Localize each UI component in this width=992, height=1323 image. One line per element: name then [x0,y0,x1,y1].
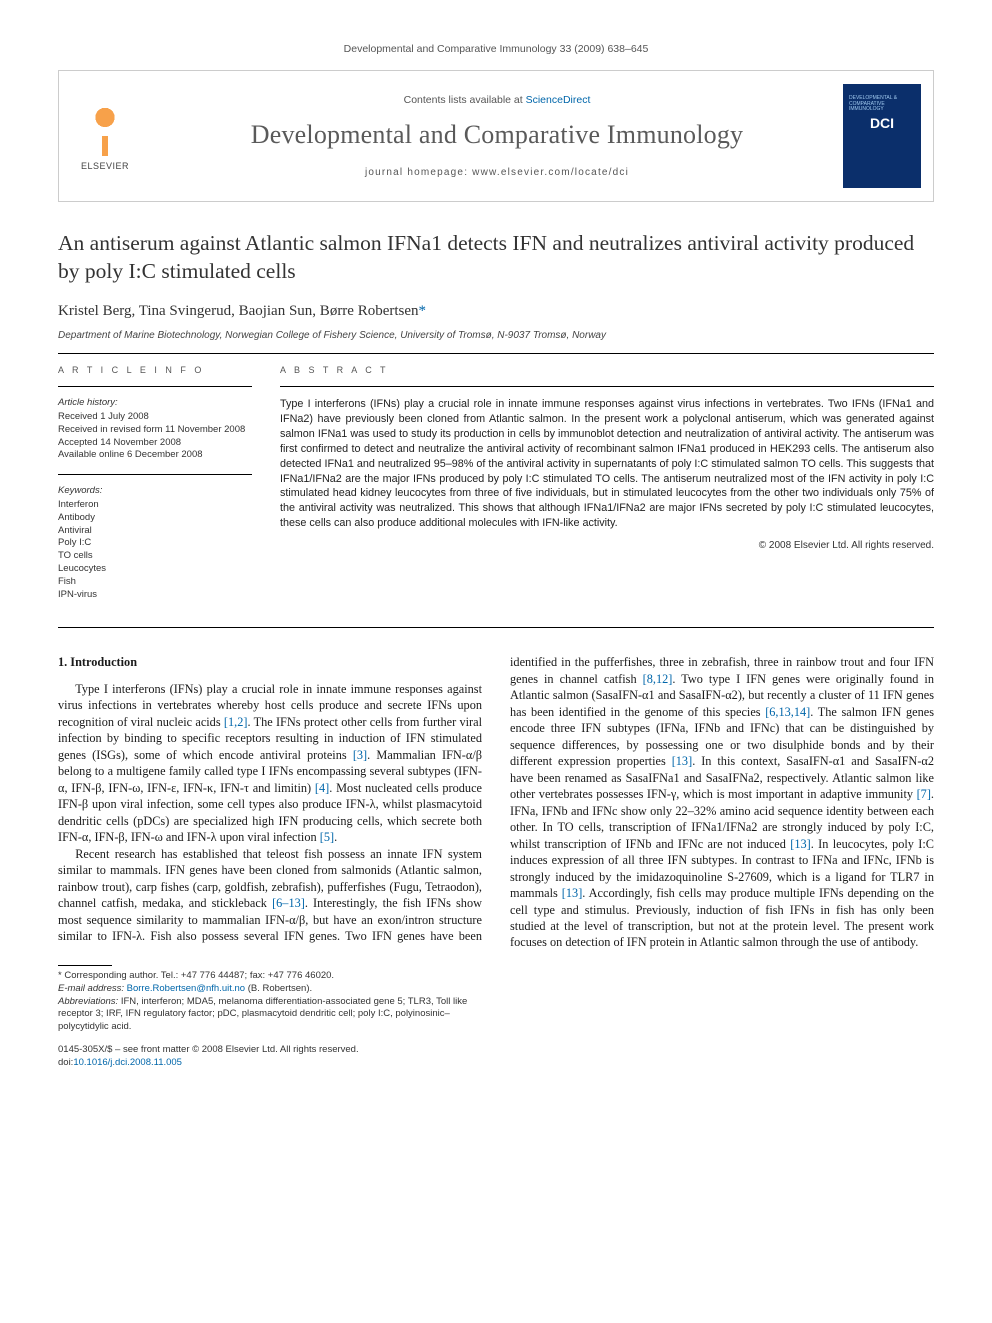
author-list: Kristel Berg, Tina Svingerud, Baojian Su… [58,301,934,321]
keywords-head: Keywords: [58,485,252,498]
article-title: An antiserum against Atlantic salmon IFN… [58,230,934,285]
journal-name: Developmental and Comparative Immunology [151,117,843,152]
doi-prefix: doi: [58,1057,73,1068]
corresponding-mark[interactable]: * [419,303,427,319]
citation-ref[interactable]: [1,2] [224,715,248,729]
publisher-name: ELSEVIER [81,160,129,172]
article-info-sidebar: A R T I C L E I N F O Article history: R… [58,364,252,614]
citation-ref[interactable]: [5] [320,830,334,844]
divider [58,386,252,387]
keyword: Antibody [58,512,252,525]
affiliation: Department of Marine Biotechnology, Norw… [58,329,934,343]
article-info-head: A R T I C L E I N F O [58,364,252,376]
history-head: Article history: [58,397,252,410]
citation-ref[interactable]: [6,13,14] [765,705,810,719]
homepage-line: journal homepage: www.elsevier.com/locat… [151,166,843,180]
citation-ref[interactable]: [13] [790,837,811,851]
citation-ref[interactable]: [7] [917,787,931,801]
citation-ref[interactable]: [13] [672,754,693,768]
section-heading: 1. Introduction [58,654,482,670]
contents-prefix: Contents lists available at [404,94,526,106]
citation-ref[interactable]: [13] [562,886,583,900]
corresponding-author-note: * Corresponding author. Tel.: +47 776 44… [58,970,478,983]
cover-top-text: DEVELOPMENTAL & COMPARATIVE IMMUNOLOGY [849,96,915,113]
keyword: Interferon [58,499,252,512]
sciencedirect-link[interactable]: ScienceDirect [526,94,591,106]
keyword: IPN-virus [58,589,252,602]
article-history: Article history: Received 1 July 2008 Re… [58,397,252,462]
abstract-head: A B S T R A C T [280,364,934,376]
keyword: Leucocytes [58,563,252,576]
authors-text: Kristel Berg, Tina Svingerud, Baojian Su… [58,303,419,319]
page-copyright: 0145-305X/$ – see front matter © 2008 El… [58,1044,934,1070]
body-columns: 1. Introduction Type I interferons (IFNs… [58,654,934,950]
contents-line: Contents lists available at ScienceDirec… [151,93,843,107]
citation-ref[interactable]: [6–13] [272,896,305,910]
email-label: E-mail address: [58,983,127,994]
divider [58,353,934,354]
history-line: Accepted 14 November 2008 [58,437,252,450]
footnotes: * Corresponding author. Tel.: +47 776 44… [58,965,478,1034]
body-paragraph: Type I interferons (IFNs) play a crucial… [58,681,482,846]
divider [58,474,252,475]
running-head: Developmental and Comparative Immunology… [58,42,934,56]
elsevier-logo: ELSEVIER [59,71,151,201]
divider [58,627,934,628]
history-line: Available online 6 December 2008 [58,449,252,462]
elsevier-tree-icon [77,100,133,156]
footnote-rule [58,965,112,966]
cover-abbr: DCI [870,114,894,133]
divider [280,386,934,387]
homepage-prefix: journal homepage: [365,167,472,178]
abstract-text: Type I interferons (IFNs) play a crucial… [280,397,934,531]
keywords-block: Keywords: Interferon Antibody Antiviral … [58,485,252,601]
homepage-url: www.elsevier.com/locate/dci [472,167,629,178]
doi-link[interactable]: 10.1016/j.dci.2008.11.005 [73,1057,182,1068]
citation-ref[interactable]: [3] [353,748,367,762]
keyword: TO cells [58,550,252,563]
abstract-copyright: © 2008 Elsevier Ltd. All rights reserved… [280,539,934,553]
abbr-label: Abbreviations: [58,996,121,1007]
keyword: Poly I:C [58,537,252,550]
journal-banner: ELSEVIER Contents lists available at Sci… [58,70,934,202]
author-email-link[interactable]: Borre.Robertsen@nfh.uit.no [127,983,245,994]
journal-cover-thumbnail: DEVELOPMENTAL & COMPARATIVE IMMUNOLOGY D… [843,84,921,188]
citation-ref[interactable]: [8,12] [643,672,673,686]
keyword: Antiviral [58,525,252,538]
email-suffix: (B. Robertsen). [245,983,312,994]
history-line: Received 1 July 2008 [58,411,252,424]
citation-ref[interactable]: [4] [315,781,329,795]
issn-line: 0145-305X/$ – see front matter © 2008 El… [58,1044,934,1057]
abstract-block: A B S T R A C T Type I interferons (IFNs… [280,364,934,614]
keyword: Fish [58,576,252,589]
history-line: Received in revised form 11 November 200… [58,424,252,437]
